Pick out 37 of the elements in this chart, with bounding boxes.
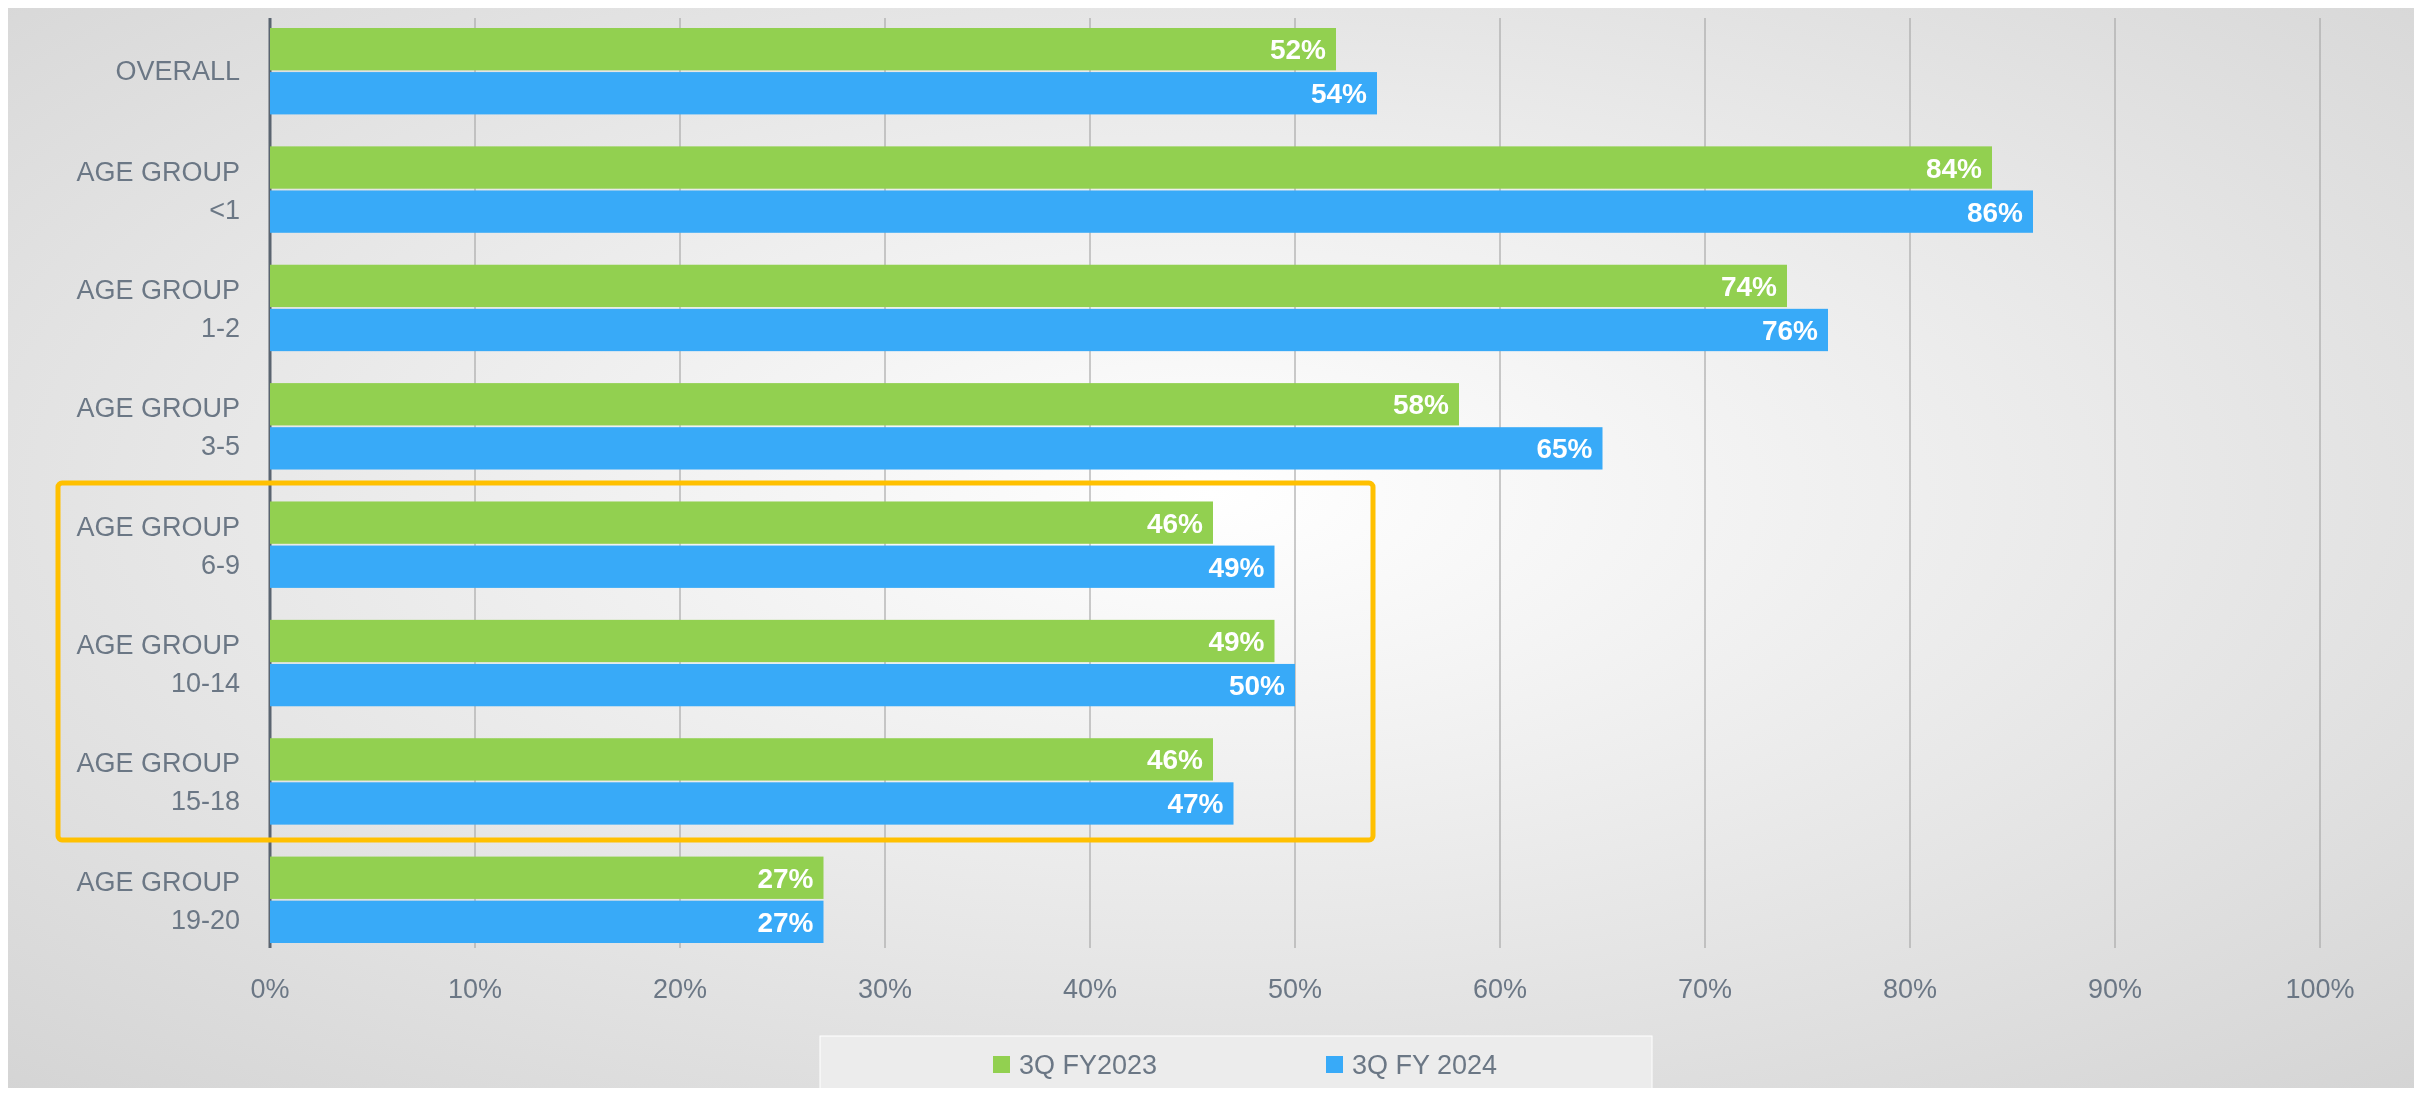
data-label: 47% xyxy=(1167,788,1224,820)
data-label: 65% xyxy=(1536,433,1593,465)
data-label: 74% xyxy=(1720,270,1778,302)
y-tick-label: AGE GROUP 15-18 xyxy=(76,748,240,817)
legend-label: 3Q FY2023 xyxy=(1019,1050,1158,1080)
x-tick-label: 10% xyxy=(447,974,503,1004)
data-label: 46% xyxy=(1146,744,1204,776)
y-tick-label: AGE GROUP 1-2 xyxy=(76,274,240,343)
data-label: 54% xyxy=(1310,78,1368,110)
x-tick-label: 30% xyxy=(857,974,913,1004)
data-label: 27% xyxy=(757,862,814,894)
data-label: 46% xyxy=(1146,507,1204,539)
x-tick-label: 80% xyxy=(1882,974,1938,1004)
x-tick-label: 20% xyxy=(652,974,708,1004)
y-tick-label: AGE GROUP 19-20 xyxy=(76,866,240,935)
y-tick-label: AGE GROUP <1 xyxy=(76,156,240,225)
data-label: 52% xyxy=(1269,34,1327,66)
y-tick-label: OVERALL xyxy=(115,56,240,87)
data-label: 49% xyxy=(1208,626,1265,658)
legend-label: 3Q FY 2024 xyxy=(1352,1050,1498,1080)
x-tick-label: 70% xyxy=(1677,974,1733,1004)
x-tick-label: 90% xyxy=(2087,974,2143,1004)
data-label: 76% xyxy=(1761,314,1819,346)
x-tick-label: 40% xyxy=(1062,974,1118,1004)
data-label: 58% xyxy=(1392,389,1450,421)
x-tick-label: 60% xyxy=(1472,974,1528,1004)
y-tick-label: AGE GROUP 6-9 xyxy=(76,511,240,580)
data-label: 86% xyxy=(1966,196,2024,228)
y-tick-label: AGE GROUP 10-14 xyxy=(76,630,240,699)
data-label: 49% xyxy=(1208,551,1265,583)
y-tick-label: AGE GROUP 3-5 xyxy=(76,393,240,462)
data-label: 50% xyxy=(1228,670,1286,702)
x-tick-label: 50% xyxy=(1267,974,1323,1004)
x-tick-label: 0% xyxy=(250,974,290,1004)
data-label: 84% xyxy=(1925,152,1983,184)
x-tick-label: 100% xyxy=(2285,974,2355,1004)
data-label: 27% xyxy=(757,906,814,938)
